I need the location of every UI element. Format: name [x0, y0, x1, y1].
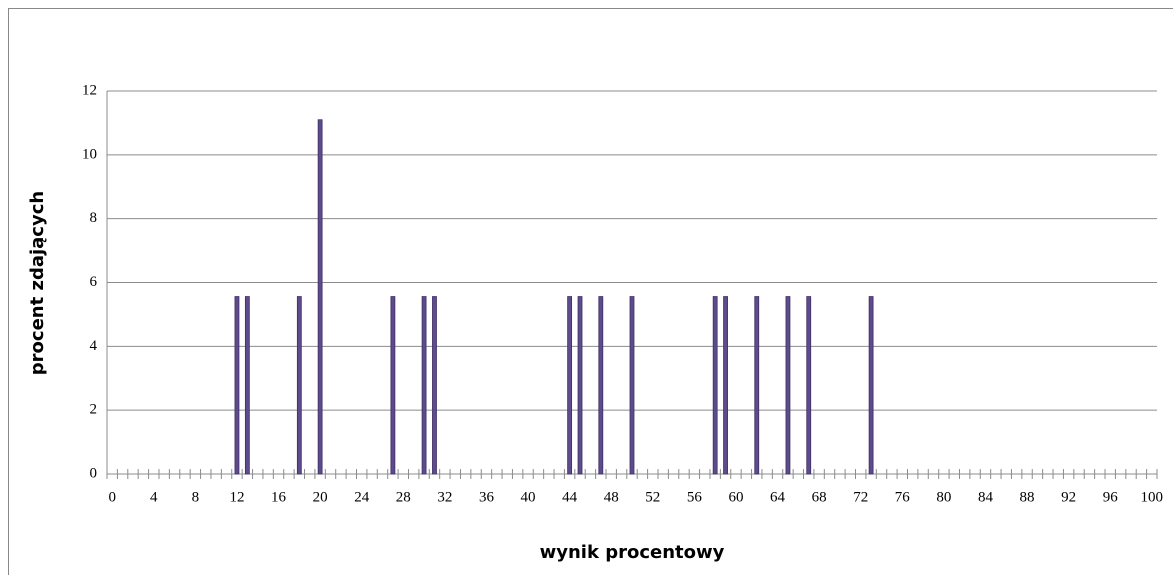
x-tick-label: 92: [1061, 489, 1076, 505]
y-axis-title: procent zdających: [27, 191, 48, 375]
y-tick-label: 2: [90, 402, 98, 418]
bar: [577, 296, 583, 475]
bar: [317, 119, 323, 475]
bar: [390, 296, 396, 475]
x-tick-label: 28: [396, 489, 411, 505]
x-tick-label: 48: [604, 489, 619, 505]
x-tick-label: 64: [770, 489, 786, 505]
x-tick-label: 40: [521, 489, 536, 505]
bar: [598, 296, 604, 475]
chart-border: [8, 8, 1173, 575]
x-tick-label: 12: [229, 489, 244, 505]
bar: [244, 296, 250, 475]
x-tick-label: 84: [978, 489, 994, 505]
y-tick-label: 8: [90, 210, 98, 226]
x-tick-label: 24: [354, 489, 370, 505]
bar: [629, 296, 635, 475]
x-tick-label: 72: [853, 489, 868, 505]
bar: [785, 296, 791, 475]
x-tick-label: 100: [1141, 489, 1164, 505]
x-tick-label: 4: [150, 489, 158, 505]
x-tick-label: 8: [192, 489, 200, 505]
y-tick-label: 6: [90, 274, 98, 290]
bar: [712, 296, 718, 475]
bar: [754, 296, 760, 475]
x-tick-label: 80: [936, 489, 951, 505]
x-tick-label: 68: [812, 489, 827, 505]
x-tick-label: 32: [437, 489, 452, 505]
y-tick-label: 4: [90, 338, 98, 354]
x-tick-label: 44: [562, 489, 578, 505]
bar: [296, 296, 302, 475]
y-tick-label: 0: [90, 465, 98, 481]
x-tick-label: 20: [313, 489, 328, 505]
bar: [234, 296, 240, 475]
x-tick-label: 52: [645, 489, 660, 505]
bar: [432, 296, 437, 475]
bar: [421, 296, 427, 475]
bar: [567, 296, 573, 475]
x-tick-label: 96: [1103, 489, 1119, 505]
bar: [806, 296, 812, 475]
x-tick-label: 88: [1020, 489, 1035, 505]
x-tick-label: 76: [895, 489, 911, 505]
x-tick-label: 60: [728, 489, 743, 505]
bar: [723, 296, 728, 475]
y-tick-label: 12: [82, 82, 97, 98]
y-tick-label: 10: [82, 146, 97, 162]
x-tick-label: 56: [687, 489, 703, 505]
x-tick-label: 0: [108, 489, 116, 505]
x-tick-label: 16: [271, 489, 287, 505]
x-tick-label: 36: [479, 489, 495, 505]
x-axis-title: wynik procentowy: [540, 542, 725, 563]
bar: [868, 296, 874, 475]
